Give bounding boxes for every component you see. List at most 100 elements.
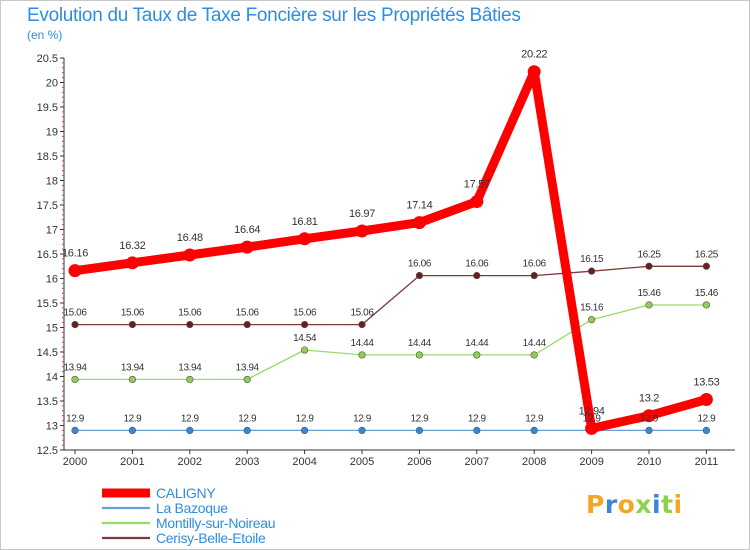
y-tick-label: 19.5 (37, 102, 58, 114)
series-points (68, 65, 713, 435)
data-point-caligny (527, 65, 541, 79)
y-tick-label: 16 (46, 274, 58, 286)
data-point-la-bazoque (243, 426, 251, 435)
data-label-la-bazoque: 12.9 (181, 413, 200, 424)
logo-letter: x (635, 490, 652, 519)
data-point-montilly-sur-noireau (128, 375, 136, 384)
data-point-montilly-sur-noireau (702, 301, 711, 309)
data-point-la-bazoque (358, 426, 366, 435)
y-axis-unit-label: (en %) (27, 28, 63, 42)
x-tick-label: 2008 (522, 456, 546, 468)
legend-label-la-bazoque: La Bazoque (156, 500, 228, 516)
y-tick-label: 20.5 (37, 53, 58, 65)
x-tick-label: 2011 (695, 456, 719, 468)
data-label-cerisy-belle-etoile: 16.06 (523, 259, 547, 270)
data-point-caligny (470, 195, 484, 209)
data-point-la-bazoque (645, 426, 653, 435)
data-label-caligny: 16.16 (62, 248, 88, 260)
data-point-la-bazoque (415, 426, 424, 435)
y-tick-label: 14.5 (37, 347, 58, 359)
data-point-cerisy-belle-etoile (186, 320, 194, 329)
series-line-caligny (70, 67, 711, 433)
legend-label-caligny: CALIGNY (156, 485, 216, 501)
y-tick-label: 17.5 (37, 200, 58, 212)
data-label-cerisy-belle-etoile: 15.06 (178, 308, 202, 319)
x-tick-label: 2004 (292, 456, 316, 468)
data-label-montilly-sur-noireau: 15.46 (695, 288, 719, 299)
proxiti-logo: Proxiti (586, 490, 683, 519)
data-label-la-bazoque: 12.9 (353, 413, 372, 424)
data-point-cerisy-belle-etoile (71, 320, 79, 329)
data-point-cerisy-belle-etoile (243, 320, 251, 329)
data-point-montilly-sur-noireau (473, 351, 481, 359)
data-point-cerisy-belle-etoile (702, 262, 711, 270)
data-label-caligny: 16.64 (234, 224, 260, 236)
x-tick-label: 2007 (465, 456, 489, 468)
data-label-caligny: 16.32 (119, 240, 145, 252)
data-point-cerisy-belle-etoile (415, 271, 424, 280)
data-point-la-bazoque (530, 426, 538, 435)
data-label-cerisy-belle-etoile: 16.25 (637, 249, 661, 260)
data-point-cerisy-belle-etoile (358, 320, 366, 329)
data-label-la-bazoque: 12.9 (697, 413, 716, 424)
y-tick-label: 19 (46, 127, 58, 139)
data-point-montilly-sur-noireau (71, 375, 79, 384)
data-label-la-bazoque: 12.9 (123, 413, 142, 424)
series-line-montilly-sur-noireau (74, 304, 708, 381)
data-point-caligny (125, 256, 139, 270)
data-point-cerisy-belle-etoile (530, 271, 538, 280)
y-tick-label: 16.5 (37, 249, 58, 261)
data-label-cerisy-belle-etoile: 16.06 (408, 259, 432, 270)
x-tick-label: 2006 (407, 456, 431, 468)
series-line-cerisy-belle-etoile (74, 265, 708, 326)
data-point-montilly-sur-noireau (645, 301, 653, 309)
x-tick-label: 2009 (579, 456, 603, 468)
data-label-cerisy-belle-etoile: 16.06 (465, 259, 489, 270)
y-tick-label: 20 (46, 78, 58, 90)
data-label-la-bazoque: 12.9 (296, 413, 315, 424)
data-label-la-bazoque: 12.9 (583, 413, 602, 424)
data-label-la-bazoque: 12.9 (66, 413, 85, 424)
data-label-caligny: 12.94 (579, 405, 605, 417)
data-label-montilly-sur-noireau: 14.44 (350, 338, 374, 349)
data-point-caligny (298, 232, 312, 246)
data-point-cerisy-belle-etoile (128, 320, 136, 329)
data-label-montilly-sur-noireau: 14.44 (408, 338, 432, 349)
data-label-montilly-sur-noireau: 14.44 (465, 338, 489, 349)
data-label-montilly-sur-noireau: 15.16 (580, 303, 604, 314)
y-tick-label: 18.5 (37, 151, 58, 163)
logo-letter: i (673, 490, 683, 519)
data-point-la-bazoque (186, 426, 194, 435)
logo-letter: t (661, 490, 674, 519)
data-label-caligny: 13.53 (693, 377, 719, 389)
data-label-la-bazoque: 12.9 (640, 413, 659, 424)
data-point-caligny (642, 409, 656, 423)
data-point-caligny (183, 248, 197, 262)
data-label-caligny: 16.97 (349, 208, 375, 220)
data-point-cerisy-belle-etoile (587, 267, 596, 275)
data-label-cerisy-belle-etoile: 15.06 (236, 308, 260, 319)
data-point-montilly-sur-noireau (358, 351, 366, 359)
data-label-cerisy-belle-etoile: 15.06 (63, 308, 87, 319)
x-tick-label: 2000 (63, 456, 87, 468)
logo-letter: o (617, 490, 636, 519)
chart-title: Evolution du Taux de Taxe Foncière sur l… (27, 5, 521, 26)
y-tick-label: 14 (46, 372, 58, 384)
y-tick-label: 13.5 (37, 396, 58, 408)
data-label-la-bazoque: 12.9 (468, 413, 487, 424)
logo-letter: i (652, 490, 662, 519)
y-tick-label: 17 (46, 225, 58, 237)
data-point-caligny (355, 224, 369, 238)
x-tick-label: 2002 (178, 456, 202, 468)
data-point-la-bazoque (128, 426, 136, 435)
data-point-cerisy-belle-etoile (645, 262, 653, 270)
data-label-cerisy-belle-etoile: 15.06 (350, 308, 374, 319)
data-label-montilly-sur-noireau: 13.94 (236, 362, 260, 373)
series-data-labels: 12.9 12.9 12.9 12.9 12.9 12.9 12.9 12.9 12.9 12.9… (62, 49, 720, 425)
data-point-montilly-sur-noireau (186, 375, 194, 384)
data-point-la-bazoque (702, 426, 711, 435)
data-label-montilly-sur-noireau: 14.44 (523, 338, 547, 349)
data-point-caligny (240, 240, 254, 254)
legend-label-montilly-sur-noireau: Montilly-sur-Noireau (156, 515, 275, 531)
